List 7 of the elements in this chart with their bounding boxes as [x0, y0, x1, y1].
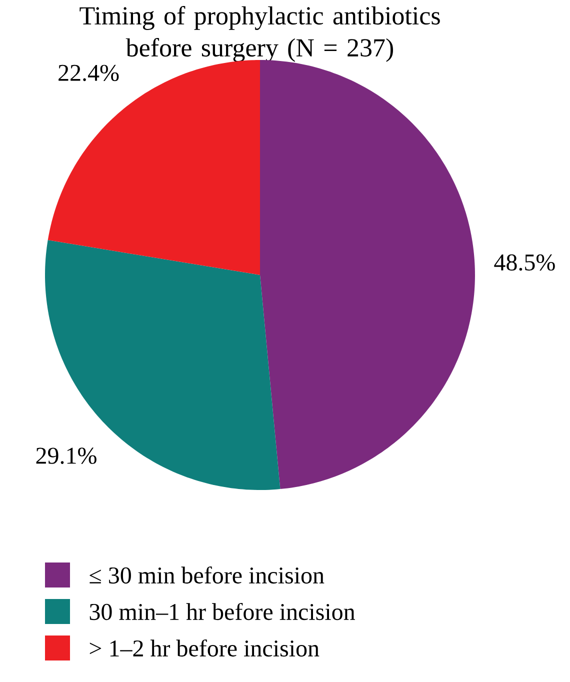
- data-label: 29.1%: [36, 448, 96, 464]
- legend-label: > 1–2 hr before incision: [90, 639, 320, 657]
- chart-title: Timing of prophylactic antibiotics before surgery (N = 237): [80, 6, 440, 62]
- legend-label: 30 min–1 hr before incision: [90, 602, 355, 620]
- legend-label: ≤ 30 min before incision: [90, 566, 324, 584]
- data-label: 22.4%: [58, 64, 119, 82]
- data-label: 48.5%: [494, 254, 555, 271]
